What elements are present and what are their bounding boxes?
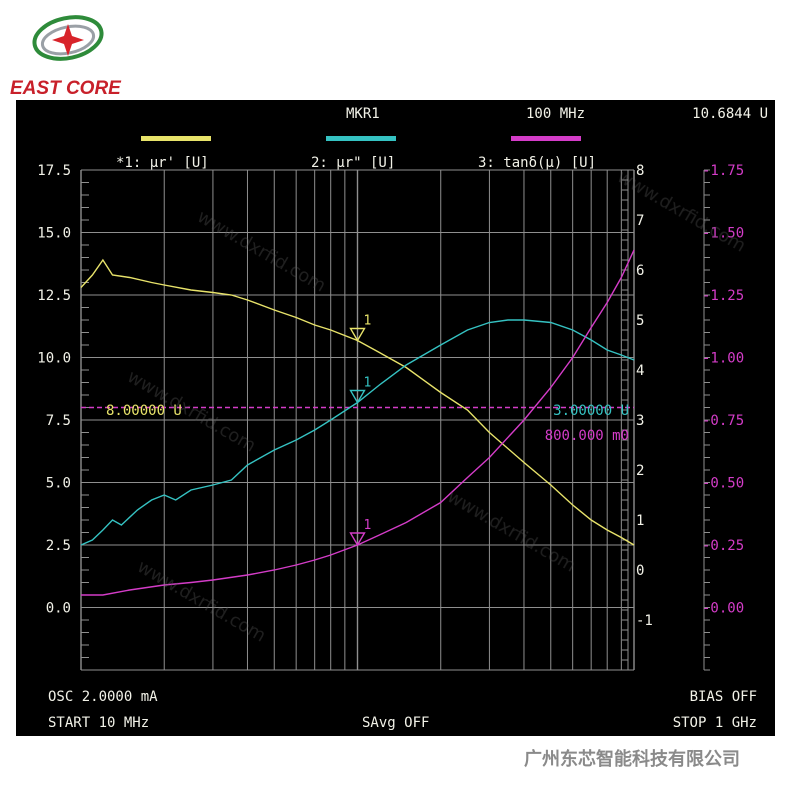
right-axis-tick-label: -1.75 xyxy=(702,163,744,179)
screen-background xyxy=(16,100,775,736)
middle-axis-tick-label: 2 xyxy=(636,463,644,479)
left-axis-tick-label: 15.0 xyxy=(37,226,71,242)
trace-line-3 xyxy=(81,249,635,596)
ref-label-trace2: 3.00000 U xyxy=(553,403,629,419)
middle-axis-tick-label: 6 xyxy=(636,263,644,279)
marker-triangle-2 xyxy=(349,389,366,404)
stop-frequency: STOP 1 GHz xyxy=(673,715,757,731)
middle-axis-tick-label: 5 xyxy=(636,313,644,329)
middle-axis-tick-label: 4 xyxy=(636,363,644,379)
osc-level: OSC 2.0000 mA xyxy=(48,689,158,705)
left-axis-tick-label: 10.0 xyxy=(37,351,71,367)
right-axis-tick-label: -0.75 xyxy=(702,413,744,429)
right-axis-tick-label: -1.25 xyxy=(702,288,744,304)
middle-axis-tick-label: 0 xyxy=(636,563,644,579)
marker-triangle-1 xyxy=(349,327,366,342)
legend-label-trace1: *1: μr' [U] xyxy=(116,155,209,171)
trace-line-1 xyxy=(80,258,635,546)
legend-label-trace3: 3: tanδ(μ) [U] xyxy=(478,155,596,171)
middle-axis-tick-label: 8 xyxy=(636,163,644,179)
right-axis-tick-label: -0.50 xyxy=(702,476,744,492)
left-axis-tick-label: 0.0 xyxy=(46,601,71,617)
start-frequency: START 10 MHz xyxy=(48,715,149,731)
plot-traces: 1 1 1 xyxy=(80,249,635,596)
marker-triangle-3 xyxy=(349,532,366,547)
right-axis-tick-label: -1.50 xyxy=(702,226,744,242)
marker-frequency: 100 MHz xyxy=(526,106,585,122)
right-axis-tick-label: -0.00 xyxy=(702,601,744,617)
middle-axis-tick-label: 7 xyxy=(636,213,644,229)
marker-number-1: 1 xyxy=(364,314,372,329)
marker-number-2: 1 xyxy=(364,376,372,391)
plot-grid xyxy=(80,169,635,671)
legend-swatch-trace3 xyxy=(511,136,581,141)
bias-status: BIAS OFF xyxy=(690,689,757,705)
company-name: 广州东芯智能科技有限公司 xyxy=(524,749,740,770)
logo-star-icon xyxy=(52,24,84,56)
right-axis-tick-label: -0.25 xyxy=(702,538,744,554)
left-axis-tick-label: 7.5 xyxy=(46,413,71,429)
left-axis-tick-label: 2.5 xyxy=(46,538,71,554)
middle-axis-tick-label: 1 xyxy=(636,513,644,529)
analyzer-screen: MKR1 100 MHz 10.6844 U *1: μr' [U] 2: μr… xyxy=(16,100,775,736)
east-core-logo: EAST CORE xyxy=(10,15,122,99)
left-axis-tick-label: 12.5 xyxy=(37,288,71,304)
plot-axes: 17.5 15.0 12.5 10.0 7.5 5.0 2.5 0.0 8 7 6 5 4 3 2 1 0 -1 -… xyxy=(37,163,744,671)
logo-swoosh-green xyxy=(32,15,104,61)
ref-label-trace3: 800.000 m0 xyxy=(545,428,629,444)
middle-axis-tick-label: 3 xyxy=(636,413,644,429)
marker-number-3: 1 xyxy=(364,518,372,533)
sweep-average: SAvg OFF xyxy=(362,715,429,731)
logo-swoosh-gray xyxy=(40,24,96,56)
legend-swatch-trace2 xyxy=(326,136,396,141)
marker-value: 10.6844 U xyxy=(692,106,768,122)
right-axis-tick-label: -1.00 xyxy=(702,351,744,367)
legend-label-trace2: 2: μr" [U] xyxy=(311,155,395,171)
middle-axis-tick-label: -1 xyxy=(636,613,653,629)
logo-text: EAST CORE xyxy=(10,78,122,99)
left-axis-tick-label: 5.0 xyxy=(46,476,71,492)
legend-swatch-trace1 xyxy=(141,136,211,141)
marker-label: MKR1 xyxy=(346,106,380,122)
trace-line-2 xyxy=(80,319,635,546)
left-axis-tick-label: 17.5 xyxy=(37,163,71,179)
ref-label-trace1: 8.00000 U xyxy=(106,403,182,419)
